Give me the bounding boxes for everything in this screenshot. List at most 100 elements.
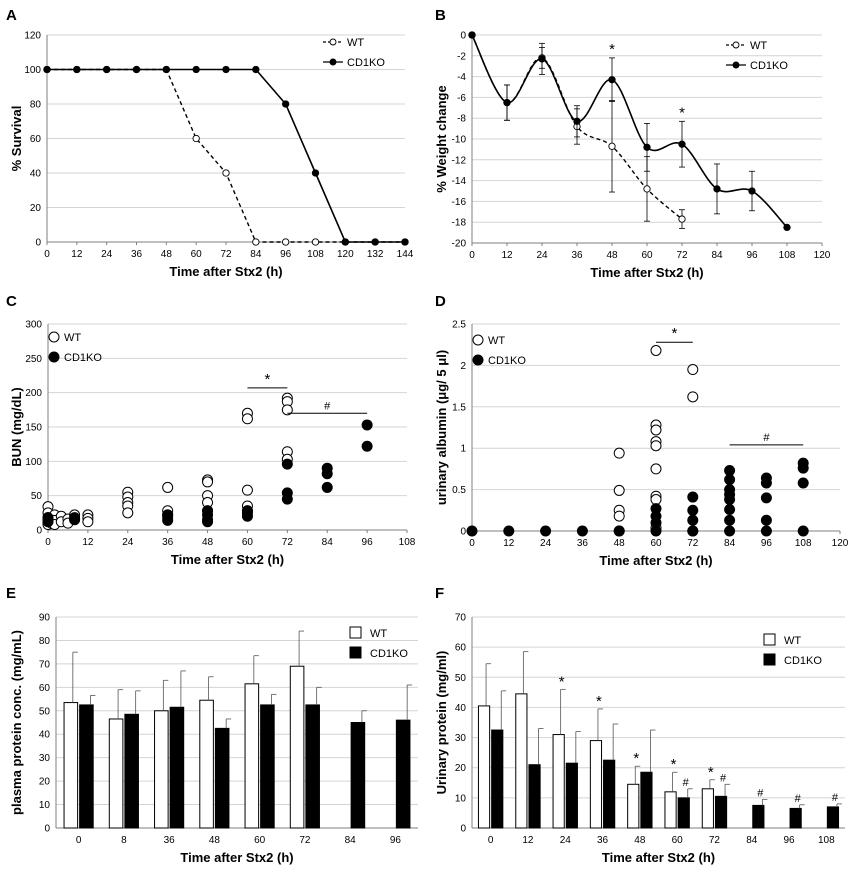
data-point-cd1ko — [401, 238, 409, 246]
x-tick-label: 48 — [606, 250, 618, 261]
x-tick-label: 96 — [362, 537, 374, 548]
y-tick-label: 0 — [44, 824, 50, 835]
bar-cd1ko — [565, 762, 578, 829]
data-point-cd1ko — [43, 65, 51, 74]
data-point-cd1ko — [361, 440, 373, 452]
bar-cd1ko — [260, 704, 275, 829]
x-tick-label: 120 — [814, 250, 831, 261]
data-point-cd1ko — [202, 516, 214, 528]
data-point-wt — [122, 507, 134, 519]
legend-swatch — [349, 646, 362, 659]
y-tick-label: -10 — [452, 135, 467, 146]
legend: WT CD1KO — [323, 37, 385, 69]
legend-label-cd1ko: CD1KO — [488, 355, 526, 367]
data-point-cd1ko — [192, 65, 200, 74]
y-tick-label: 50 — [455, 673, 467, 684]
bar-cd1ko — [603, 759, 616, 829]
data-point-cd1ko — [687, 525, 699, 537]
panel-e-plasma-protein-chart: 0 10 20 30 40 50 60 70 80 90 0 8 36 48 60 72 84 96 Time af… — [9, 613, 418, 865]
data-point-wt — [650, 463, 662, 475]
significance-mark: # — [832, 792, 839, 804]
panel-letter-a: A — [6, 7, 17, 24]
x-tick-label: 72 — [220, 249, 232, 260]
data-point-wt — [192, 134, 200, 143]
y-tick-label: -14 — [452, 176, 467, 187]
legend-label-cd1ko: CD1KO — [784, 655, 822, 667]
x-tick-label: 36 — [162, 537, 174, 548]
data-point-cd1ko — [241, 510, 253, 522]
x-tick-label: 72 — [687, 538, 699, 549]
data-point-cd1ko — [797, 462, 809, 474]
y-tick-label: 1.5 — [452, 402, 466, 413]
x-tick-label: 60 — [650, 538, 662, 549]
x-tick-label: 84 — [746, 835, 758, 846]
y-tick-label: 1 — [460, 444, 466, 455]
data-point-wt — [613, 484, 625, 496]
y-tick-label: 10 — [455, 793, 467, 804]
y-tick-label: 250 — [25, 354, 42, 365]
bar-cd1ko — [169, 706, 185, 829]
data-point-cd1ko — [69, 513, 81, 525]
bar-wt — [477, 705, 491, 829]
x-tick-label: 12 — [71, 249, 83, 260]
x-tick-label: 72 — [676, 250, 688, 261]
data-point-cd1ko — [341, 238, 349, 246]
y-tick-label: -2 — [457, 51, 466, 62]
data-point-cd1ko — [724, 474, 736, 486]
data-point-wt — [687, 364, 699, 376]
data-point-cd1ko — [321, 481, 333, 493]
data-point-cd1ko — [321, 468, 333, 480]
y-tick-label: 20 — [455, 763, 467, 774]
bar-cd1ko — [789, 807, 802, 829]
x-tick-label: 132 — [367, 249, 384, 260]
x-tick-label: 24 — [560, 835, 572, 846]
x-tick-label: 84 — [322, 537, 334, 548]
x-tick-label: 48 — [614, 538, 626, 549]
data-point-wt — [202, 476, 214, 488]
y-tick-label: 60 — [455, 643, 467, 654]
legend: WT CD1KO — [48, 331, 102, 364]
y-tick-label: 100 — [24, 65, 41, 76]
y-tick-label: 2.5 — [452, 320, 466, 331]
y-tick-label: 50 — [39, 706, 51, 717]
y-tick-label: 120 — [24, 31, 41, 42]
data-point-cd1ko — [468, 31, 476, 39]
data-point-cd1ko — [613, 525, 625, 537]
data-point-wt — [613, 510, 625, 522]
bar-cd1ko — [79, 704, 94, 829]
x-tick-label: 84 — [345, 835, 357, 846]
panel-b-weight-chart: 0-2-4-6-8-10-12-14-16-18-200 12 24 36 48 60 72… — [434, 31, 831, 281]
x-axis-title: Time after Stx2 (h) — [590, 265, 703, 280]
data-point-cd1ko — [576, 525, 588, 537]
y-tick-label: 80 — [39, 636, 51, 647]
bar-wt — [154, 710, 169, 829]
legend-swatch — [763, 653, 776, 666]
bar-cd1ko — [528, 764, 541, 829]
bar-cd1ko — [124, 713, 139, 829]
legend-label-cd1ko: CD1KO — [64, 352, 102, 364]
significance-mark: # — [683, 777, 690, 789]
y-tick-label: -12 — [452, 155, 467, 166]
x-tick-label: 72 — [299, 835, 311, 846]
bar-cd1ko — [350, 722, 366, 829]
y-tick-label: 50 — [31, 491, 43, 502]
x-tick-label: 60 — [641, 250, 653, 261]
data-point-wt — [162, 481, 174, 493]
bar-cd1ko — [395, 719, 411, 829]
legend-label-wt: WT — [64, 332, 81, 344]
significance-mark: * — [671, 325, 677, 342]
y-tick-label: 70 — [455, 613, 467, 624]
bar-wt — [244, 683, 260, 829]
data-point-wt — [650, 344, 662, 356]
x-tick-label: 108 — [307, 249, 324, 260]
bar-wt — [108, 718, 124, 829]
bar-wt — [664, 791, 677, 829]
data-point-cd1ko — [311, 169, 320, 177]
x-axis-title: Time after Stx2 (h) — [171, 552, 284, 567]
bar-cd1ko — [491, 729, 504, 829]
legend: WT CD1KO — [763, 633, 822, 667]
data-point-wt — [222, 169, 230, 177]
y-axis-title: Urinary protein (mg/ml) — [434, 651, 449, 795]
significance-mark: * — [671, 756, 677, 773]
